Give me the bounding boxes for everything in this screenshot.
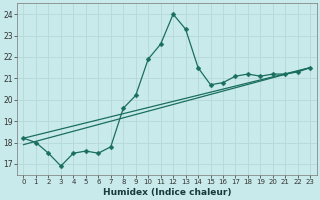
X-axis label: Humidex (Indice chaleur): Humidex (Indice chaleur) [103, 188, 231, 197]
